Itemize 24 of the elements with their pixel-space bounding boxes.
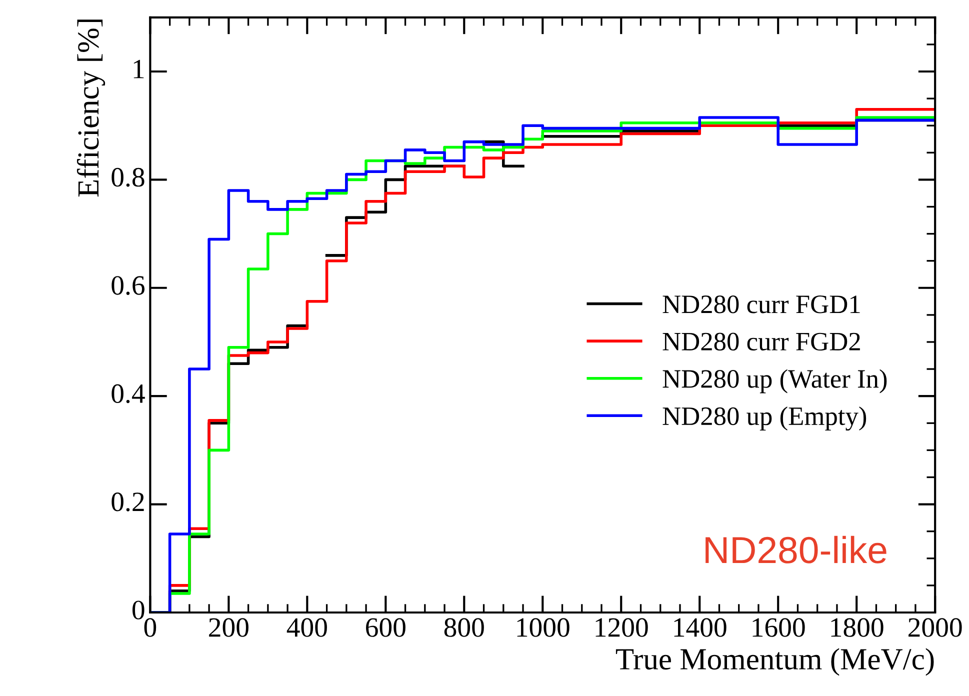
x-tick-label: 1400: [674, 618, 726, 637]
legend-label: ND280 curr FGD1: [662, 295, 860, 314]
x-axis-title: True Momentum (MeV/c): [616, 648, 934, 676]
legend-label: ND280 curr FGD2: [662, 332, 860, 351]
x-tick-label: 1600: [752, 618, 805, 637]
x-tick-label: 1800: [831, 618, 884, 637]
x-tick-label: 800: [444, 618, 484, 637]
x-tick-label: 1200: [596, 618, 648, 637]
x-tick-label: 1000: [517, 618, 570, 637]
legend-label: ND280 up (Empty): [662, 406, 866, 431]
y-axis-title: Efficiency [%]: [76, 20, 106, 197]
annotation: ND280-like: [706, 536, 886, 564]
y-tick-label: 1: [134, 60, 144, 78]
legend-label: ND280 up (Water In): [662, 369, 887, 394]
y-tick-label: 0.2: [112, 492, 144, 512]
y-tick-label: 0.6: [112, 276, 145, 295]
y-tick-label: 0.4: [112, 384, 145, 404]
x-tick-label: 400: [286, 618, 327, 637]
x-tick-label: 200: [209, 618, 248, 637]
y-tick-label: 0: [132, 600, 144, 620]
x-tick-label: 0: [144, 618, 156, 637]
x-tick-label: 2000: [908, 618, 962, 637]
x-tick-label: 600: [366, 618, 406, 637]
y-tick-label: 0.8: [112, 168, 144, 187]
